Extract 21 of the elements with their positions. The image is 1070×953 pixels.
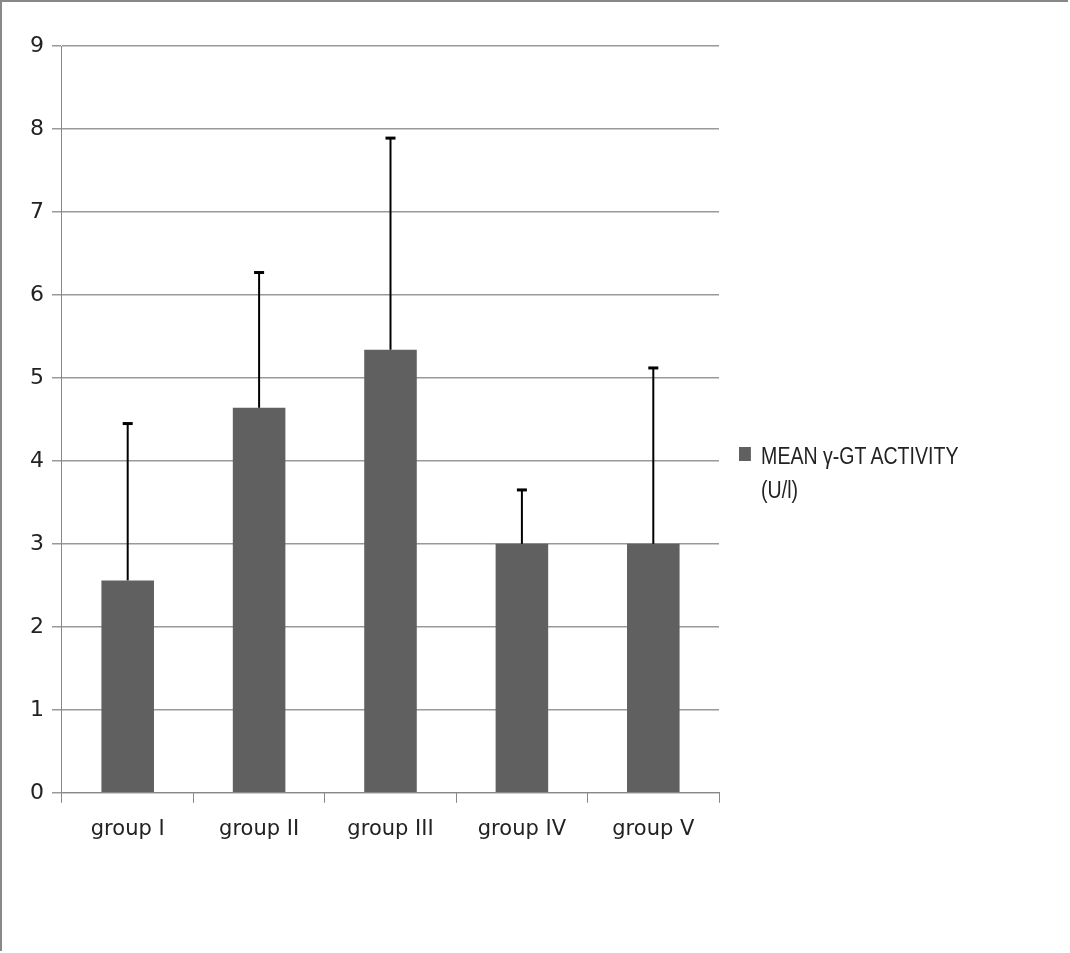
y-tick-label: 2 (30, 612, 44, 638)
y-tick-label: 4 (30, 446, 44, 472)
bar (627, 543, 680, 793)
bar (101, 580, 154, 793)
x-tick-label: group II (219, 815, 300, 840)
bar (232, 407, 286, 793)
y-tick-label: 0 (30, 778, 44, 804)
x-tick-label: group III (347, 815, 434, 840)
y-tick-label: 7 (30, 197, 44, 223)
y-tick-label: 9 (30, 31, 44, 57)
bar (495, 543, 549, 793)
y-tick-label: 1 (30, 695, 44, 721)
x-tick-label: group V (612, 815, 695, 840)
x-tick-label: group I (90, 815, 165, 840)
y-tick-label: 3 (30, 529, 44, 555)
legend-label: MEAN γ-GT ACTIVITY (U/l) (761, 442, 960, 505)
y-tick-label: 5 (30, 363, 44, 389)
x-tick-label: group IV (477, 815, 567, 840)
y-tick-label: 8 (30, 114, 44, 140)
bar (364, 349, 417, 793)
y-tick-label: 6 (30, 280, 44, 306)
